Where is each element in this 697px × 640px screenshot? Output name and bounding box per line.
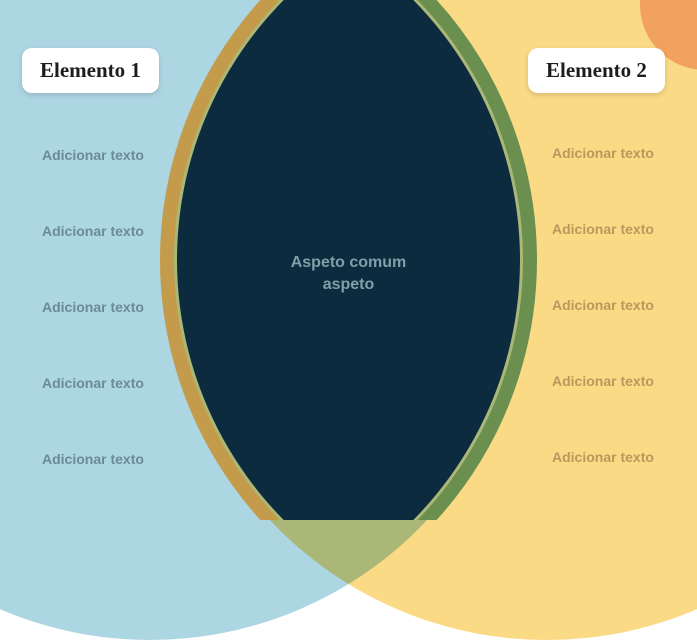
left-placeholder-1[interactable]: Adicionar texto [42,147,144,163]
center-label-line1: Aspeto comum [291,254,407,271]
right-placeholder-1[interactable]: Adicionar texto [552,145,654,161]
right-placeholder-5[interactable]: Adicionar texto [552,449,654,465]
left-placeholder-4[interactable]: Adicionar texto [42,375,144,391]
center-label[interactable]: Aspeto comum aspeto [291,252,407,295]
center-label-line2: aspeto [323,276,375,293]
left-placeholder-3[interactable]: Adicionar texto [42,299,144,315]
title-right[interactable]: Elemento 2 [528,48,665,93]
right-placeholder-2[interactable]: Adicionar texto [552,221,654,237]
title-left[interactable]: Elemento 1 [22,48,159,93]
left-placeholder-2[interactable]: Adicionar texto [42,223,144,239]
left-placeholder-5[interactable]: Adicionar texto [42,451,144,467]
right-placeholder-3[interactable]: Adicionar texto [552,297,654,313]
right-placeholder-4[interactable]: Adicionar texto [552,373,654,389]
venn-canvas: Elemento 1 Elemento 2 Aspeto comum aspet… [0,0,697,520]
